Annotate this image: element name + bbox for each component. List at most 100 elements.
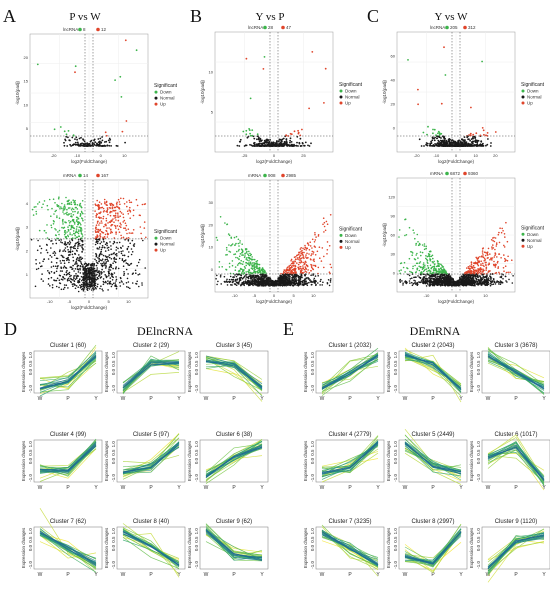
y-tick-label: 0.5 [194,536,199,543]
x-tick-label: W [320,396,325,402]
y-tick-label: 0.0 [476,368,481,375]
x-tick-label: 0 [88,299,91,304]
x-tick-label: W [486,485,491,491]
y-tick-label: 0 [393,271,396,276]
legend-swatch [521,232,525,236]
legend-item: Up [345,101,351,106]
y-tick-label: 0.0 [194,368,199,375]
x-tick-label: P [149,572,153,578]
rna-type-label: mRNA [63,173,76,178]
x-tick-label: Y [177,572,181,578]
legend-swatch [339,239,343,243]
y-tick-label: 0.5 [111,449,116,456]
x-tick-label: 0 [455,153,458,158]
legend-swatch [521,95,525,99]
y-tick-label: 1.0 [310,352,315,359]
y-tick-label: 0.5 [310,536,315,543]
section-title: DEmRNA [410,324,461,338]
y-tick-label: 0.5 [28,360,33,367]
section-title: DElncRNA [137,324,193,338]
x-tick-label: Y [177,485,181,491]
up-count: 9360 [468,171,479,176]
y-tick-label: 1.0 [28,441,33,448]
y-tick-label: 0.0 [28,544,33,551]
y-tick-label: 0.0 [476,457,481,464]
legend-title: Significant [154,229,178,235]
expression-lines [39,438,97,482]
y-tick-label: 0.5 [393,360,398,367]
y-tick-label: -1.0 [111,560,116,568]
legend-swatch [339,89,343,93]
y-tick-label: 1.0 [393,352,398,359]
y-axis-label: Expression changes [469,351,474,392]
panel-title: Y vs P [256,11,285,23]
y-tick-label: 10 [209,70,214,75]
x-tick-label: P [66,572,70,578]
x-axis-label: log2(FoldChange) [71,305,108,310]
y-tick-label: 2 [26,248,29,253]
y-tick-label: 0.5 [476,536,481,543]
y-tick-label: 1.0 [194,528,199,535]
expression-lines [404,347,462,403]
legend-item: Down [160,90,172,95]
x-tick-label: W [38,485,43,491]
y-axis-label: -log10(padj) [15,226,20,251]
legend-title: Significant [339,82,363,88]
x-tick-label: W [38,396,43,402]
y-tick-label: 1.0 [28,528,33,535]
y-tick-label: 0.5 [310,360,315,367]
y-tick-label: -1.0 [28,384,33,392]
legend-swatch [339,95,343,99]
legend-swatch [339,101,343,105]
y-axis-label: Expression changes [303,527,308,568]
expression-lines [39,508,97,573]
cluster-title: Cluster 6 (38) [216,432,252,438]
up-count-dot [281,25,285,30]
cluster-title: Cluster 2 (29) [133,343,169,349]
x-tick-label: Y [94,485,98,491]
cluster-plot: Cluster 1 (2032) -1.0 0.00.51.0Expression … [303,343,385,402]
y-axis-label: -log10(padj) [15,80,20,105]
y-axis-label: Expression changes [386,351,391,392]
cluster-plot: Cluster 8 (2997) -1.0 0.00.51.0Expression … [386,519,468,578]
up-count-dot [96,173,100,178]
y-axis-label: -log10(padj) [382,222,387,247]
legend-swatch [521,89,525,93]
down-count-dot [78,27,82,32]
y-axis-label: Expression changes [386,440,391,481]
y-tick-label: 0.0 [393,457,398,464]
legend-swatch [521,101,525,105]
down-count: 14 [83,173,89,178]
x-tick-label: -20 [51,153,58,158]
y-tick-label: 90 [391,214,396,219]
x-tick-label: 0 [455,293,458,298]
cluster-title: Cluster 1 (60) [50,343,86,349]
x-tick-label: W [38,572,43,578]
x-tick-label: Y [94,572,98,578]
volcano-plot-B-lncRNA: 5 10 -25 0 25 log2(FoldChange) -log10(padj) lnc… [200,25,363,164]
y-tick-label: 0.0 [194,544,199,551]
legend-swatch [154,90,158,94]
y-tick-label: -1.0 [28,473,33,481]
y-tick-label: 1.0 [310,441,315,448]
x-tick-label: P [431,485,435,491]
volcano-plot-C-lncRNA: 0 20 40 60 -20 -10 0 10 20 log2(FoldChange) -log10… [382,25,545,164]
y-tick-label: -1.0 [393,384,398,392]
y-tick-label: 0.5 [28,536,33,543]
legend-item: Up [527,101,533,106]
x-tick-label: -5 [253,293,257,298]
x-tick-label: 10 [473,153,478,158]
x-tick-label: Y [376,572,380,578]
y-tick-label: 0.5 [476,360,481,367]
y-tick-label: 1.0 [476,441,481,448]
down-count: 8 [83,27,86,32]
y-tick-label: 1.0 [111,441,116,448]
x-axis-label: log2(FoldChange) [71,159,108,164]
y-axis-label: Expression changes [104,440,109,481]
x-tick-label: 5 [293,293,296,298]
scatter-points [236,51,327,147]
x-tick-label: W [121,396,126,402]
y-tick-label: 1.0 [194,441,199,448]
y-tick-label: 0.0 [310,457,315,464]
